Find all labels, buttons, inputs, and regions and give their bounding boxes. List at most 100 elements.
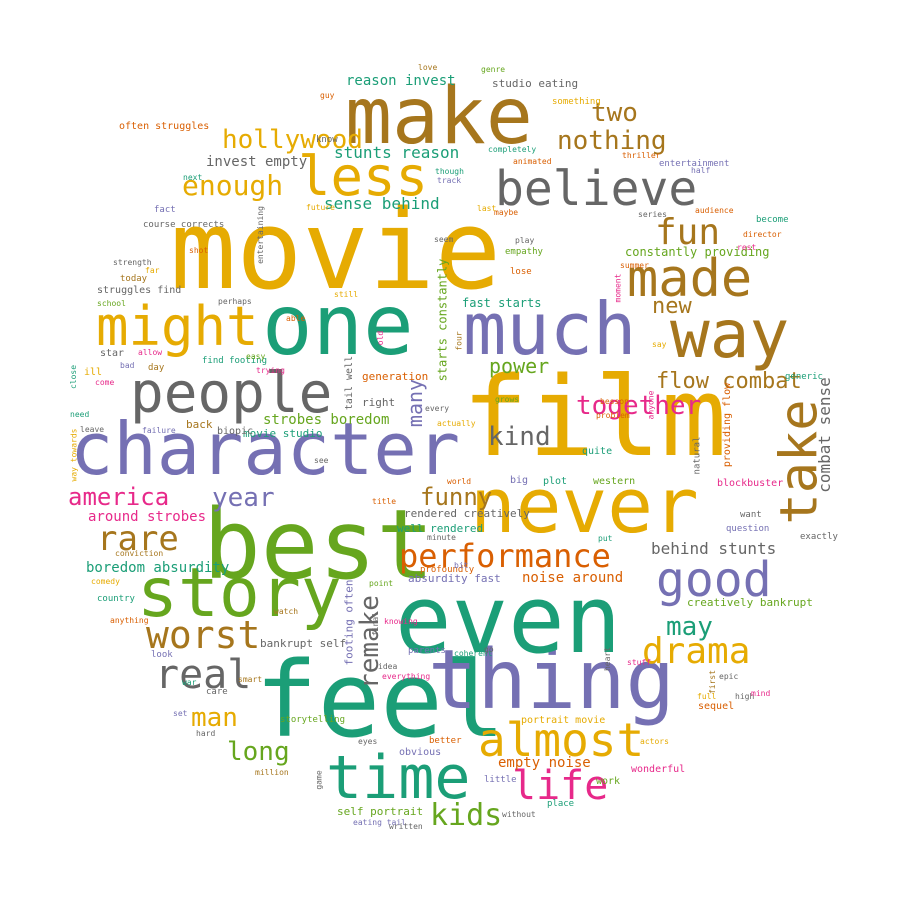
word-one: one: [262, 276, 414, 374]
word-performance: performance: [399, 537, 611, 575]
word-often-struggles: often struggles: [119, 121, 210, 132]
word-perhaps: perhaps: [218, 297, 252, 306]
word-rendered-creatively: rendered creatively: [404, 507, 530, 520]
word-believe: believe: [495, 161, 698, 217]
word-eating-tail: eating tail: [353, 818, 406, 827]
word-almost: almost: [478, 713, 645, 767]
word-allow: allow: [138, 348, 163, 357]
word-better: better: [429, 736, 462, 746]
word-hard: hard: [196, 729, 216, 738]
word-final: final: [371, 611, 381, 637]
word-look: look: [151, 650, 173, 660]
word-strobes-boredom: strobes boredom: [263, 412, 390, 428]
word-half: half: [691, 166, 711, 175]
word-footing-often: footing often: [342, 578, 356, 666]
word-feel: feel: [255, 639, 506, 761]
word-life: life: [512, 763, 609, 809]
word-question: question: [726, 524, 770, 534]
word-hollywood: hollywood: [222, 125, 363, 155]
word-next: next: [183, 173, 203, 182]
word-around-strobes: around strobes: [88, 509, 207, 525]
word-animated: animated: [513, 157, 552, 166]
word-story: story: [137, 554, 342, 633]
word-far: far: [145, 266, 160, 275]
word-entertainment: entertainment: [659, 159, 730, 169]
word-able: able: [286, 314, 306, 323]
word-idea: idea: [378, 662, 398, 671]
word-million: million: [255, 768, 289, 777]
word-biopic: biopic: [217, 426, 254, 437]
word-way-towards: way towards: [68, 428, 78, 481]
word-old: old: [376, 330, 386, 346]
word-series: series: [638, 210, 667, 219]
word-fact: fact: [154, 205, 176, 215]
word-find-footing: find footing: [202, 356, 268, 366]
word-sequel: sequel: [698, 701, 735, 712]
word-sense-behind: sense behind: [324, 194, 440, 213]
word-still: still: [334, 290, 359, 299]
word-lose: lose: [510, 267, 532, 277]
word-portrait-movie: portrait movie: [521, 715, 606, 726]
word-obvious: obvious: [399, 747, 442, 758]
word-go: go: [484, 645, 494, 654]
word-full: full: [697, 692, 717, 701]
word-problem: problem: [596, 411, 630, 420]
word-anyone: anyone: [645, 390, 655, 419]
word-empathy: empathy: [505, 247, 543, 257]
word-creatively-bankrupt: creatively bankrupt: [687, 596, 813, 609]
word-profoundly: profoundly: [420, 565, 475, 575]
word-stuff: stuff: [627, 658, 652, 667]
word-boredom-absurdity: boredom absurdity: [86, 560, 230, 576]
word-kind: kind: [488, 422, 551, 452]
word-year: year: [212, 483, 275, 513]
word-every: every: [425, 404, 450, 413]
word-drama: drama: [642, 631, 751, 672]
word-course-corrects: course corrects: [143, 220, 225, 230]
word-leave: leave: [80, 425, 105, 434]
word-many: many: [403, 378, 428, 428]
word-bankrupt-self: bankrupt self: [260, 637, 347, 650]
word-high: high: [735, 692, 755, 701]
word-put: put: [598, 534, 613, 543]
word-might: might: [96, 295, 259, 358]
word-much: much: [463, 287, 637, 371]
word-little: little: [484, 775, 517, 785]
word-trying: trying: [256, 366, 285, 375]
word-set: set: [173, 709, 188, 718]
word-big: big: [510, 475, 529, 486]
word-new: new: [652, 294, 692, 319]
word-written: written: [389, 822, 423, 831]
word-long: long: [227, 737, 290, 767]
word-game: game: [314, 769, 324, 790]
word-quite: quite: [582, 446, 613, 457]
word-america: america: [68, 483, 170, 511]
word-actors: actors: [640, 737, 669, 746]
word-four: four: [454, 330, 464, 351]
word-coherent: coherent: [454, 649, 493, 658]
word-together: together: [576, 391, 702, 421]
word-man: man: [191, 703, 238, 733]
word-work: work: [596, 776, 621, 787]
word-make: make: [345, 72, 533, 162]
word-two: two: [591, 98, 638, 128]
word-funny: funny: [420, 483, 493, 511]
word-audience: audience: [695, 206, 734, 215]
word-failure: failure: [142, 426, 176, 435]
word-eyes: eyes: [358, 737, 378, 746]
word-care: care: [206, 687, 228, 697]
word-stunts-reason: stunts reason: [334, 143, 460, 162]
word-parents: parents: [408, 646, 446, 656]
word-rest: rest: [737, 243, 757, 252]
word-close: close: [69, 364, 79, 390]
word-last: last: [477, 204, 497, 213]
word-conviction: conviction: [115, 549, 164, 558]
word-say: say: [652, 340, 667, 349]
word-school: school: [97, 299, 126, 308]
word-watch: watch: [274, 607, 299, 616]
word-completely: completely: [488, 145, 537, 154]
word-ill: ill: [84, 367, 103, 378]
word-character: character: [70, 407, 461, 491]
word-summer: summer: [620, 261, 649, 270]
word-something: something: [552, 97, 601, 107]
word-noise-around: noise around: [522, 570, 624, 586]
